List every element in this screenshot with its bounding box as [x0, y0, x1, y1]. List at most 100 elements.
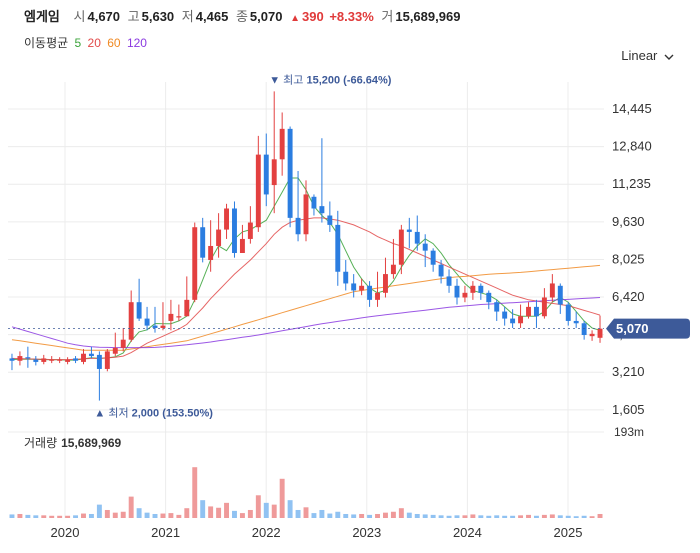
- candle-body: [224, 208, 229, 230]
- volume-bar: [510, 515, 516, 518]
- volume-bar: [168, 513, 174, 518]
- x-tick-label: 2020: [51, 525, 80, 540]
- x-tick-label: 2022: [252, 525, 281, 540]
- ma-20-label[interactable]: 20: [87, 36, 101, 50]
- volume-panel-title: 거래량 15,689,969: [24, 434, 121, 451]
- candle-body: [335, 224, 341, 272]
- candle-body: [168, 313, 174, 321]
- volume-bar: [200, 500, 206, 518]
- candle-body: [176, 316, 182, 318]
- volume-bar: [478, 515, 484, 518]
- y-tick-label: 1,605: [612, 402, 645, 417]
- candle-body: [239, 238, 245, 253]
- candle-body: [287, 128, 293, 218]
- volume-bar: [255, 495, 261, 518]
- scale-selector[interactable]: Linear: [621, 48, 674, 63]
- volume-bar: [518, 515, 524, 518]
- stock-name: 엠게임: [24, 9, 60, 24]
- candle-body: [438, 264, 444, 277]
- volume-bar: [319, 509, 325, 518]
- change-value: 390: [301, 9, 324, 24]
- candle-body: [57, 359, 63, 361]
- volume-bar: [549, 514, 555, 518]
- candle-body: [351, 283, 357, 291]
- candle-body: [65, 359, 71, 362]
- candle-body: [255, 154, 261, 228]
- candle-body: [96, 354, 102, 369]
- candle-body: [383, 274, 388, 293]
- change-arrow-icon: ▲: [290, 13, 300, 24]
- volume-bar: [422, 514, 428, 518]
- volume-bar: [192, 467, 198, 518]
- ma-120-label[interactable]: 120: [126, 36, 147, 50]
- volume-bar: [383, 512, 388, 518]
- candle-body: [9, 358, 15, 361]
- candle-body: [152, 325, 158, 328]
- volume-bar: [216, 507, 222, 518]
- volume-bar: [25, 514, 31, 518]
- volume-bar: [494, 515, 500, 518]
- volume-bar: [502, 515, 508, 518]
- candle-body: [454, 285, 460, 298]
- volume-bar: [454, 515, 460, 518]
- candle-body: [295, 217, 301, 235]
- volume-bar: [81, 513, 86, 518]
- candle-body: [25, 357, 31, 359]
- volume-bar: [438, 515, 444, 518]
- volume-panel-value: 15,689,969: [61, 436, 122, 450]
- ma-5-label[interactable]: 5: [74, 36, 82, 50]
- volume-bar: [303, 507, 309, 518]
- candle-body: [597, 328, 603, 338]
- candle-body: [184, 299, 190, 317]
- candle-body: [573, 320, 579, 324]
- volume-bar: [17, 513, 23, 518]
- candle-body: [88, 353, 94, 357]
- candle-body: [327, 215, 333, 225]
- volume-bar: [486, 515, 492, 518]
- candle-body: [462, 292, 468, 298]
- change-percent: +8.33%: [329, 9, 374, 24]
- volume-bar: [526, 514, 531, 518]
- volume-bar: [239, 513, 245, 518]
- candle-body: [430, 250, 436, 265]
- volume-bar: [470, 514, 476, 518]
- volume-bar: [136, 508, 142, 518]
- volume-bar: [565, 515, 571, 518]
- x-tick-label: 2023: [352, 525, 381, 540]
- volume-bar: [271, 504, 277, 518]
- candle-body: [216, 229, 222, 246]
- ma-60-label[interactable]: 60: [107, 36, 121, 50]
- volume-bar: [144, 512, 150, 518]
- candle-body: [502, 311, 508, 319]
- volume-panel-label: 거래량: [24, 436, 58, 450]
- x-tick-label: 2025: [554, 525, 583, 540]
- close-label: 종: [235, 9, 248, 24]
- volume-bar: [533, 515, 539, 518]
- max-price-annotation: ▼ 최고 15,200 (-66.64%): [269, 73, 392, 86]
- y-tick-label: 8,025: [612, 251, 645, 266]
- volume-bar: [160, 513, 166, 518]
- candle-body: [41, 358, 47, 362]
- candle-body: [144, 318, 150, 326]
- candle-body: [49, 359, 55, 361]
- candle-body: [526, 306, 531, 317]
- candle-body: [17, 356, 23, 361]
- candle-body: [390, 264, 396, 275]
- y-tick-label: 6,420: [612, 289, 645, 304]
- volume-bar: [573, 516, 579, 518]
- candle-body: [414, 231, 420, 244]
- low-label: 저: [181, 9, 194, 24]
- ma-legend-title: 이동평균: [24, 36, 69, 50]
- candle-body: [200, 227, 206, 258]
- candle-body: [104, 351, 110, 369]
- volume-bar: [65, 515, 71, 518]
- volume-bar: [224, 502, 229, 518]
- candle-body: [359, 285, 365, 291]
- volume-bar: [104, 509, 110, 518]
- volume-bar: [112, 512, 118, 518]
- volume-bar: [57, 515, 63, 518]
- candle-body: [73, 358, 79, 361]
- candle-body: [422, 243, 428, 251]
- last-price-badge: [606, 318, 690, 339]
